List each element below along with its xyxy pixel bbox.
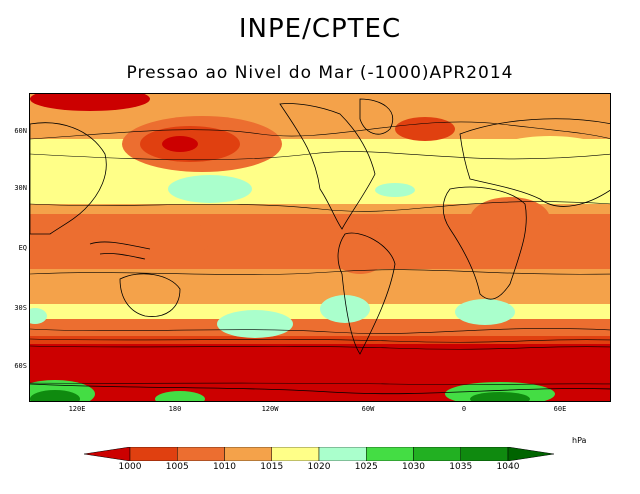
colorbar-segment xyxy=(129,447,178,461)
colorbar-tick-label: 1035 xyxy=(449,462,473,472)
america-low xyxy=(330,224,390,274)
asia-east-coast xyxy=(30,122,107,235)
lon-tick-120e: 120E xyxy=(68,405,86,413)
colorbar-tick-label: 1010 xyxy=(213,462,236,472)
asia-land-1020 xyxy=(490,136,610,172)
north-america-coast xyxy=(279,103,376,230)
colorbar-tick-label: 1000 xyxy=(118,462,142,472)
maritime-low xyxy=(90,214,210,264)
azores-high xyxy=(375,183,415,197)
south-atlantic-high xyxy=(320,295,370,323)
greenland-coast xyxy=(359,98,393,135)
lat-tick-30s: 30S xyxy=(14,304,27,312)
colorbar-segment xyxy=(366,447,414,461)
map-subtitle: Pressao ao Nivel do Mar (-1000)APR2014 xyxy=(126,63,514,83)
lon-tick-180: 180 xyxy=(168,405,182,413)
lat-tick-60n: 60N xyxy=(14,127,27,135)
lon-tick-60w: 60W xyxy=(361,405,375,413)
colorbar-segment xyxy=(318,447,367,461)
colorbar-segment xyxy=(224,447,272,461)
indonesia-coast xyxy=(89,241,151,260)
colorbar-end-low xyxy=(84,447,131,461)
south-america-coast xyxy=(337,232,396,355)
colorbar-unit: hPa xyxy=(572,436,587,445)
band-1010-south xyxy=(30,319,610,339)
africa-coast xyxy=(442,186,527,300)
pressure-field xyxy=(30,94,610,401)
lon-tick-120w: 120W xyxy=(261,405,279,413)
map-title: INPE/CPTEC xyxy=(238,14,402,44)
band-1005-south xyxy=(30,336,610,346)
colorbar-tick-label: 1040 xyxy=(496,462,520,472)
colorbar-segment xyxy=(460,447,509,461)
aleutian-low-core xyxy=(162,136,198,152)
antarctic-high-5 xyxy=(470,392,530,401)
isobars xyxy=(30,121,610,386)
lon-tick-0: 0 xyxy=(461,405,467,413)
arctic-low xyxy=(30,94,150,111)
colorbar xyxy=(84,447,554,461)
colorbar-segment xyxy=(271,447,320,461)
indian-ocean-high xyxy=(455,299,515,325)
north-pacific-high xyxy=(168,175,252,203)
pressure-map xyxy=(29,93,611,402)
lat-tick-60s: 60S xyxy=(14,362,27,370)
colorbar-end-high xyxy=(507,447,554,461)
antarctic-high-2 xyxy=(30,390,80,401)
australia-coast xyxy=(119,273,181,317)
colorbar-tick-label: 1015 xyxy=(260,462,284,472)
band-1000-south xyxy=(30,344,610,384)
colorbar-tick-label: 1025 xyxy=(354,462,378,472)
colorbar-tick-label: 1020 xyxy=(307,462,331,472)
lat-tick-eq: EQ xyxy=(18,244,27,252)
antarctica-coast xyxy=(30,383,610,395)
lat-tick-30n: 30N xyxy=(14,184,27,192)
africa-low xyxy=(470,197,550,241)
eurasia-coast xyxy=(459,118,610,207)
south-pacific-high xyxy=(217,310,293,338)
lon-tick-60e: 60E xyxy=(553,405,567,413)
coastlines xyxy=(30,98,610,395)
colorbar-tick-label: 1005 xyxy=(165,462,189,472)
colorbar-segment xyxy=(177,447,225,461)
colorbar-segment xyxy=(413,447,461,461)
west-high xyxy=(30,308,47,324)
antarctic-high-3 xyxy=(155,391,205,401)
iceland-low xyxy=(395,117,455,141)
colorbar-tick-label: 1030 xyxy=(402,462,425,472)
